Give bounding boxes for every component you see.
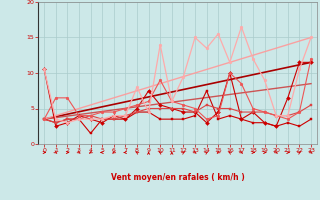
X-axis label: Vent moyen/en rafales ( km/h ): Vent moyen/en rafales ( km/h ) bbox=[111, 173, 244, 182]
